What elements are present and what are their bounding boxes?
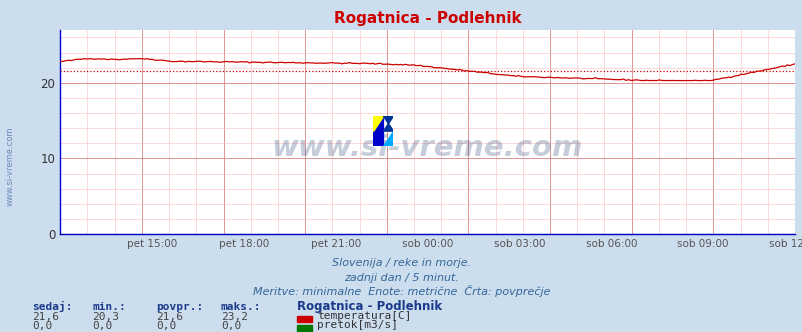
Text: 0,0: 0,0 bbox=[92, 321, 112, 331]
Text: sedaj:: sedaj: bbox=[32, 301, 72, 312]
Text: maks.:: maks.: bbox=[221, 302, 261, 312]
Text: Rogatnica - Podlehnik: Rogatnica - Podlehnik bbox=[297, 300, 442, 313]
Text: pretok[m3/s]: pretok[m3/s] bbox=[317, 320, 398, 330]
Polygon shape bbox=[373, 116, 383, 131]
Polygon shape bbox=[383, 131, 393, 146]
Text: 0,0: 0,0 bbox=[221, 321, 241, 331]
Polygon shape bbox=[383, 116, 393, 131]
Text: 21,6: 21,6 bbox=[156, 312, 184, 322]
Text: temperatura[C]: temperatura[C] bbox=[317, 311, 411, 321]
Text: Meritve: minimalne  Enote: metrične  Črta: povprečje: Meritve: minimalne Enote: metrične Črta:… bbox=[253, 286, 549, 297]
Text: 23,2: 23,2 bbox=[221, 312, 248, 322]
Text: min.:: min.: bbox=[92, 302, 126, 312]
Text: povpr.:: povpr.: bbox=[156, 302, 204, 312]
Title: Rogatnica - Podlehnik: Rogatnica - Podlehnik bbox=[334, 11, 520, 26]
Text: www.si-vreme.com: www.si-vreme.com bbox=[272, 134, 582, 162]
Text: 21,6: 21,6 bbox=[32, 312, 59, 322]
Text: zadnji dan / 5 minut.: zadnji dan / 5 minut. bbox=[343, 273, 459, 283]
Text: Slovenija / reke in morje.: Slovenija / reke in morje. bbox=[331, 258, 471, 268]
Text: 0,0: 0,0 bbox=[156, 321, 176, 331]
Text: www.si-vreme.com: www.si-vreme.com bbox=[6, 126, 15, 206]
Text: 0,0: 0,0 bbox=[32, 321, 52, 331]
Text: 20,3: 20,3 bbox=[92, 312, 119, 322]
Polygon shape bbox=[373, 116, 383, 146]
